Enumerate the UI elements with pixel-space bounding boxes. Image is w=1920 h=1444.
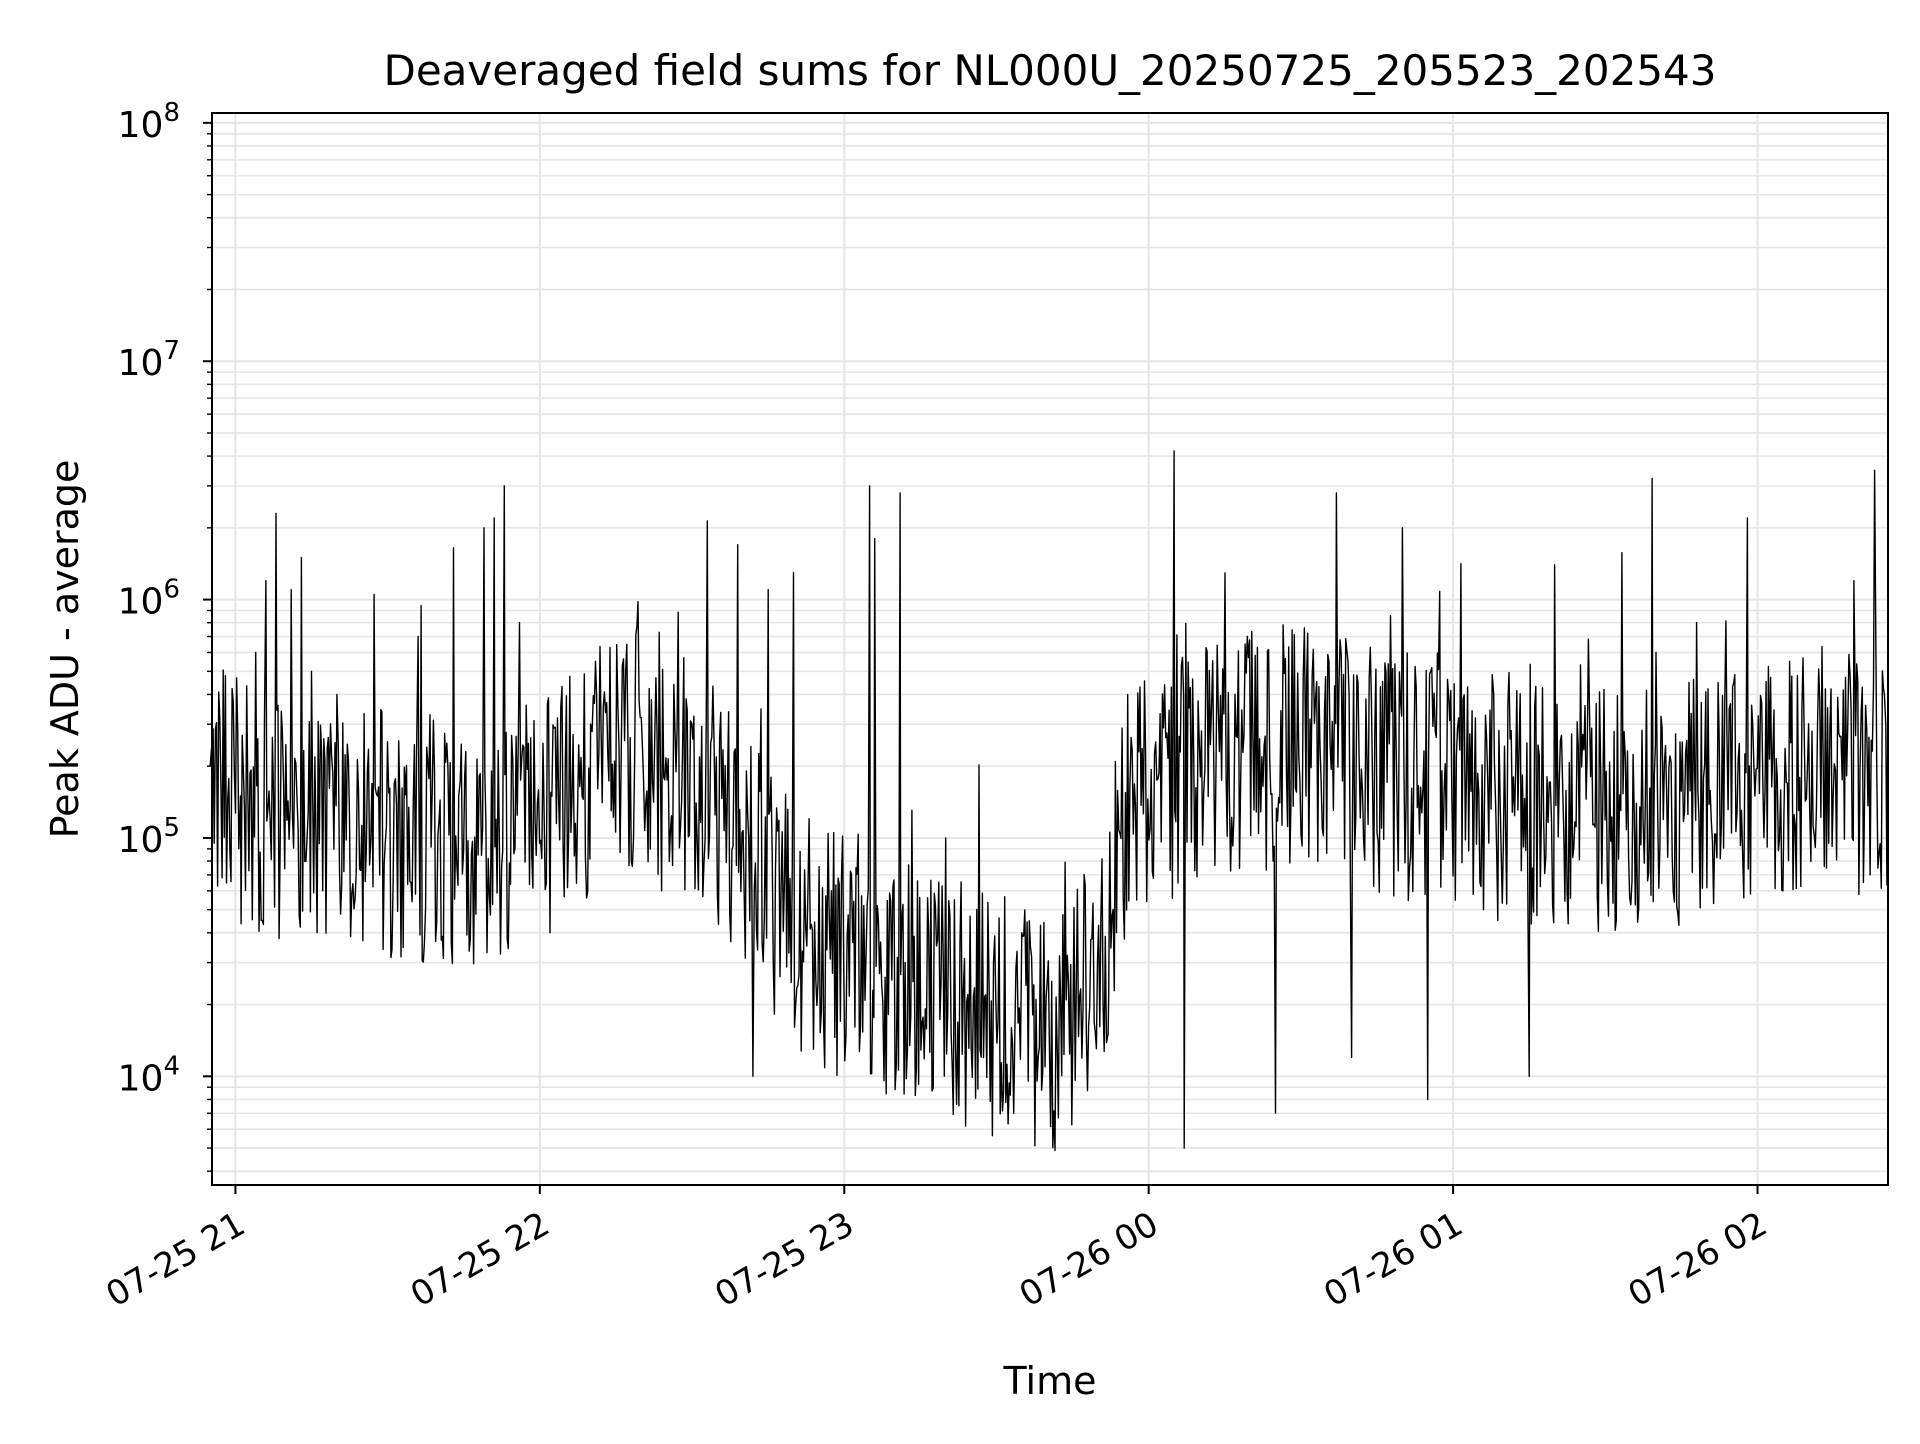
x-tick-label: 07-25 21 (100, 1204, 252, 1315)
y-tick-exponent: 5 (163, 813, 180, 843)
y-tick-base: 10 (118, 343, 164, 384)
x-tick-label: 07-26 01 (1317, 1204, 1469, 1315)
y-tick-exponent: 8 (163, 98, 180, 128)
y-tick-label: 107 (118, 336, 180, 384)
y-tick-label: 105 (118, 813, 180, 861)
y-tick-exponent: 7 (163, 336, 180, 366)
y-tick-exponent: 4 (163, 1051, 180, 1081)
grid-layer (212, 113, 1888, 1185)
y-tick-base: 10 (118, 582, 164, 623)
series-layer (209, 450, 1889, 1152)
y-tick-base: 10 (118, 1058, 164, 1099)
plot-frame (211, 112, 1889, 1186)
y-tick-base: 10 (118, 105, 164, 146)
y-axis-label: Peak ADU - average (43, 460, 87, 839)
x-tick-label: 07-25 23 (708, 1204, 860, 1315)
y-tick-exponent: 6 (163, 575, 180, 605)
y-tick-base: 10 (118, 820, 164, 861)
chart-title: Deaveraged field sums for NL000U_2025072… (383, 46, 1716, 95)
x-tick-label: 07-26 02 (1622, 1204, 1774, 1315)
y-tick-label: 106 (118, 575, 180, 623)
x-tick-label: 07-26 00 (1013, 1204, 1165, 1315)
x-tick-label: 07-25 22 (404, 1204, 556, 1315)
y-tick-label: 104 (118, 1051, 180, 1099)
x-axis-label: Time (1003, 1359, 1097, 1403)
series-line (209, 450, 1889, 1152)
y-tick-label: 108 (118, 98, 180, 146)
